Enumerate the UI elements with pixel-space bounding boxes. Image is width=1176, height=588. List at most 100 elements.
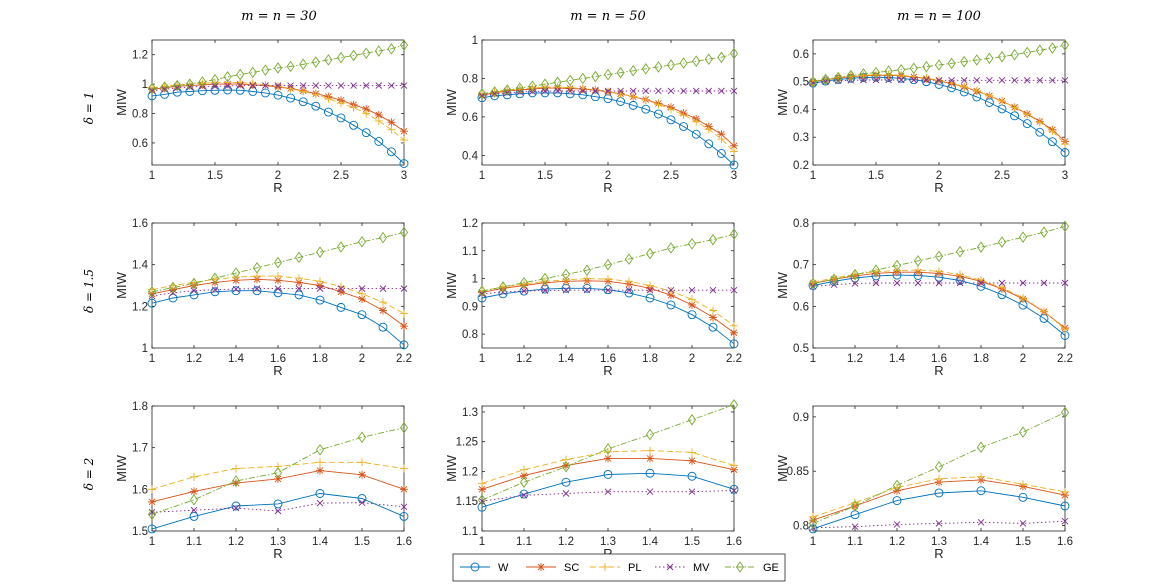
panel-1: 1 1.5 2 2.5 3 0.6 0.8 1 1.2 R MIW <box>114 39 409 195</box>
x-tick-label: 1 <box>810 170 816 182</box>
data-point-mv <box>375 82 383 89</box>
data-point-mv <box>998 76 1006 84</box>
data-point-mv <box>1049 76 1056 84</box>
y-tick-label: 0.6 <box>462 112 478 124</box>
data-point-mv <box>923 76 930 84</box>
data-point-mv <box>562 490 570 497</box>
series-mv <box>478 87 738 100</box>
y-tick-label: 0.5 <box>793 77 809 89</box>
legend-marker <box>601 563 609 571</box>
data-point-ge <box>1060 39 1070 51</box>
data-point-ge <box>629 64 638 77</box>
x-axis-label: R <box>934 180 943 195</box>
data-point-ge <box>173 79 182 92</box>
data-point-mv <box>316 285 324 292</box>
data-point-pl <box>960 82 969 91</box>
data-point-ge <box>540 78 550 91</box>
legend-label: W <box>498 562 509 574</box>
data-point-pl <box>998 97 1006 106</box>
data-point-w <box>210 287 220 297</box>
data-point-w <box>315 489 325 498</box>
plot-area <box>812 405 1066 532</box>
data-point-mv <box>956 279 964 287</box>
data-point-ge <box>189 277 199 290</box>
panel-6: 1 1.2 1.4 1.6 1.8 2 2.2 0.5 0.6 0.7 0.8 R MIW <box>775 218 1073 378</box>
data-point-w <box>336 113 346 123</box>
row-labels: δ = 1 δ = 1.5 δ = 2 <box>82 92 96 491</box>
x-tick-label: 2 <box>936 170 942 182</box>
data-point-pl <box>851 498 859 507</box>
data-point-ge <box>1060 220 1070 233</box>
data-point-mv <box>1023 76 1031 84</box>
data-point-ge <box>591 70 600 83</box>
data-point-mv <box>520 287 528 295</box>
plot-area <box>481 405 735 532</box>
data-point-w <box>708 322 718 332</box>
series-line-ge <box>481 233 735 292</box>
plot-area <box>151 39 405 166</box>
data-point-w <box>716 149 726 158</box>
data-point-w <box>645 293 655 303</box>
data-point-pl <box>1023 110 1032 119</box>
data-point-w <box>336 302 346 312</box>
data-point-ge <box>223 70 232 83</box>
data-point-sc <box>379 306 387 315</box>
data-point-w <box>624 288 634 298</box>
data-point-pl <box>985 91 994 100</box>
x-tick-label: 3 <box>731 170 737 182</box>
series-line-ge <box>812 44 1066 83</box>
y-tick-label: 1.6 <box>132 218 148 230</box>
data-point-ge <box>729 228 739 240</box>
y-axis-label: MIW <box>114 454 129 481</box>
data-point-mv <box>232 504 240 512</box>
y-tick-label: 1.2 <box>132 301 148 313</box>
data-point-mv <box>910 76 918 84</box>
y-tick-label: 1 <box>142 343 148 355</box>
series-ge <box>808 220 1070 290</box>
data-point-mv <box>851 280 859 287</box>
data-point-ge <box>477 88 487 100</box>
x-tick-label: 1.6 <box>726 536 742 548</box>
data-point-sc <box>400 322 408 331</box>
x-tick-label: 2 <box>689 353 695 365</box>
y-tick-label: 0.85 <box>787 466 809 478</box>
data-point-pl <box>717 135 726 144</box>
x-tick-label: 1.1 <box>847 536 863 548</box>
data-point-mv <box>646 488 654 496</box>
y-tick-label: 1.5 <box>132 526 148 538</box>
x-tick-label: 1.8 <box>312 353 328 365</box>
x-tick-label: 2.5 <box>994 170 1010 182</box>
data-point-sc <box>232 479 240 488</box>
y-tick-label: 1.2 <box>462 466 478 478</box>
data-point-mv <box>692 87 700 95</box>
data-point-ge <box>261 64 270 76</box>
data-point-mv <box>554 87 561 95</box>
data-point-pl <box>667 105 675 114</box>
data-point-mv <box>809 283 817 290</box>
data-point-ge <box>1018 426 1028 438</box>
data-point-ge <box>645 247 655 260</box>
y-tick-label: 0.5 <box>793 343 809 355</box>
x-tick-label: 2 <box>1020 353 1026 365</box>
data-point-mv <box>935 520 943 527</box>
data-point-ge <box>947 57 956 70</box>
data-point-pl <box>1019 480 1027 489</box>
data-point-mv <box>705 87 713 95</box>
data-point-ge <box>198 76 207 88</box>
y-tick-label: 1.15 <box>456 496 478 508</box>
data-point-ge <box>490 86 499 98</box>
x-axis-label: R <box>603 363 612 378</box>
data-point-pl <box>809 512 817 521</box>
panel-9: 1 1.1 1.2 1.3 1.4 1.5 1.6 0.8 0.85 0.9 R MIW <box>775 405 1073 561</box>
data-point-w <box>892 496 902 506</box>
panel-7: 1 1.1 1.2 1.3 1.4 1.5 1.6 1.5 1.6 1.7 1.8 R MIW <box>114 401 412 561</box>
data-point-mv <box>358 499 366 506</box>
data-point-w <box>729 160 739 170</box>
x-tick-label: 2.5 <box>333 170 349 182</box>
data-point-mv <box>224 82 231 90</box>
data-point-mv <box>274 285 282 292</box>
data-point-pl <box>499 282 507 291</box>
data-point-sc <box>646 454 654 463</box>
row-label-2: δ = 1.5 <box>82 269 96 313</box>
data-point-mv <box>646 286 654 294</box>
